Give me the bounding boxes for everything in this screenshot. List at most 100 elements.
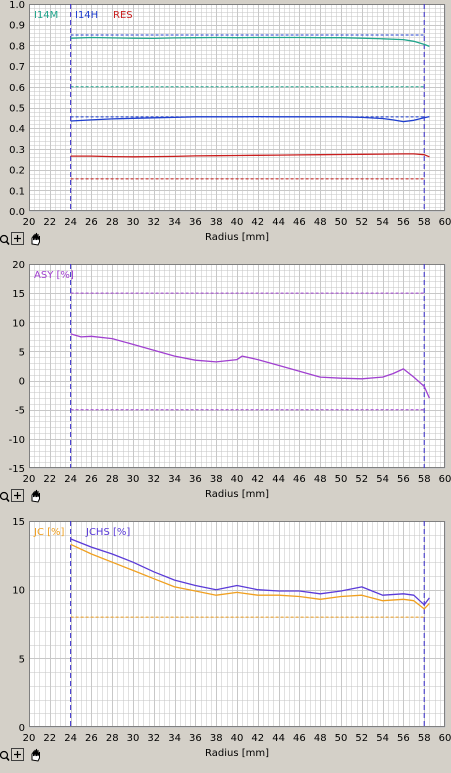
plot-toolbar — [1, 490, 40, 503]
y-tick-label: 20 — [12, 260, 25, 271]
x-tick-label: 22 — [43, 217, 56, 228]
x-tick-label: 24 — [64, 474, 77, 485]
x-tick-label: 38 — [210, 733, 223, 744]
x-tick-label: 22 — [43, 474, 56, 485]
y-tick-label: -10 — [9, 435, 25, 446]
x-tick-label: 44 — [272, 217, 285, 228]
x-tick-label: 36 — [189, 733, 202, 744]
x-tick-label: 38 — [210, 217, 223, 228]
x-tick-label: 30 — [127, 217, 140, 228]
x-tick-label: 26 — [85, 474, 98, 485]
x-tick-label: 36 — [189, 217, 202, 228]
x-tick-label: 44 — [272, 733, 285, 744]
x-tick-label: 52 — [355, 733, 368, 744]
y-tick-label: 0.7 — [9, 62, 25, 73]
x-tick-label: 54 — [376, 217, 389, 228]
x-tick-label: 58 — [418, 733, 431, 744]
x-tick-label: 60 — [439, 474, 451, 485]
y-tick-label: 0.3 — [9, 145, 25, 156]
x-tick-label: 58 — [418, 217, 431, 228]
x-tick-label: 20 — [23, 733, 36, 744]
x-tick-label: 28 — [106, 733, 119, 744]
x-tick-label: 60 — [439, 733, 451, 744]
legend-item: JCHS [%] — [85, 527, 130, 538]
y-tick-label: 0 — [19, 377, 25, 388]
x-tick-label: 42 — [251, 474, 264, 485]
hand-icon[interactable] — [32, 490, 40, 502]
x-tick-label: 26 — [85, 217, 98, 228]
x-axis-label: Radius [mm] — [205, 232, 269, 243]
x-tick-label: 20 — [23, 474, 36, 485]
x-tick-label: 42 — [251, 733, 264, 744]
x-tick-label: 34 — [168, 217, 181, 228]
magnifier-icon[interactable] — [1, 752, 10, 761]
y-tick-label: 0.2 — [9, 166, 25, 177]
y-tick-label: 15 — [12, 517, 25, 528]
x-tick-label: 46 — [293, 217, 306, 228]
legend-item: RES — [113, 10, 133, 21]
x-axis-label: Radius [mm] — [205, 748, 269, 759]
x-axis-label: Radius [mm] — [205, 489, 269, 500]
x-tick-label: 48 — [314, 474, 327, 485]
x-tick-label: 40 — [231, 217, 244, 228]
x-tick-label: 36 — [189, 474, 202, 485]
plus-icon[interactable] — [12, 233, 24, 245]
y-tick-label: 1.0 — [9, 0, 25, 11]
x-tick-label: 56 — [397, 733, 410, 744]
grid — [29, 264, 446, 469]
hand-icon[interactable] — [32, 233, 40, 245]
grid — [29, 521, 446, 728]
x-tick-label: 60 — [439, 217, 451, 228]
x-tick-label: 50 — [335, 217, 348, 228]
legend-item: I14H — [75, 10, 98, 21]
x-tick-label: 56 — [397, 217, 410, 228]
magnifier-icon[interactable] — [1, 493, 10, 502]
plus-icon[interactable] — [12, 490, 24, 502]
plot-toolbar — [1, 749, 40, 762]
x-tick-label: 22 — [43, 733, 56, 744]
x-tick-label: 34 — [168, 474, 181, 485]
y-tick-label: 0.8 — [9, 41, 25, 52]
x-tick-label: 30 — [127, 733, 140, 744]
legend-item: I14M — [34, 10, 58, 21]
x-tick-label: 40 — [231, 474, 244, 485]
x-tick-label: 30 — [127, 474, 140, 485]
y-tick-label: 0.9 — [9, 21, 25, 32]
x-tick-label: 58 — [418, 474, 431, 485]
x-tick-label: 54 — [376, 474, 389, 485]
x-tick-label: 34 — [168, 733, 181, 744]
x-tick-label: 24 — [64, 217, 77, 228]
y-tick-label: 10 — [12, 586, 25, 597]
legend-item: ASY [%] — [34, 270, 74, 281]
hand-icon[interactable] — [32, 749, 40, 761]
y-tick-label: -5 — [15, 406, 25, 417]
x-tick-label: 44 — [272, 474, 285, 485]
x-tick-label: 52 — [355, 474, 368, 485]
y-tick-label: 0.6 — [9, 83, 25, 94]
x-tick-label: 50 — [335, 474, 348, 485]
plus-icon[interactable] — [12, 749, 24, 761]
y-tick-label: 5 — [19, 654, 25, 665]
legend-item: JC [%] — [33, 527, 65, 538]
x-tick-label: 54 — [376, 733, 389, 744]
x-tick-label: 42 — [251, 217, 264, 228]
x-tick-label: 32 — [147, 733, 160, 744]
x-tick-label: 28 — [106, 474, 119, 485]
x-tick-label: 24 — [64, 733, 77, 744]
x-tick-label: 32 — [147, 474, 160, 485]
y-tick-label: 15 — [12, 289, 25, 300]
y-tick-label: 5 — [19, 347, 25, 358]
x-tick-label: 20 — [23, 217, 36, 228]
x-tick-label: 48 — [314, 733, 327, 744]
magnifier-icon[interactable] — [1, 236, 10, 245]
x-tick-label: 48 — [314, 217, 327, 228]
x-tick-label: 32 — [147, 217, 160, 228]
x-tick-label: 28 — [106, 217, 119, 228]
x-tick-label: 52 — [355, 217, 368, 228]
x-tick-label: 46 — [293, 474, 306, 485]
x-tick-label: 26 — [85, 733, 98, 744]
